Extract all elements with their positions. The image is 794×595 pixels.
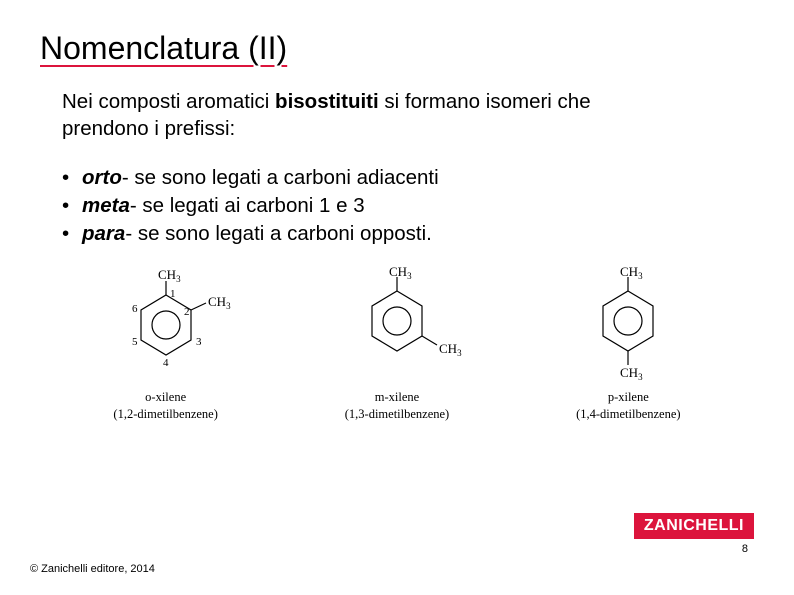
molecule-iupac: (1,4-dimetilbenzene) <box>576 407 680 421</box>
svg-text:2: 2 <box>184 306 190 318</box>
bullet-rest: - se sono legati a carboni adiacenti <box>122 166 439 189</box>
svg-text:6: 6 <box>132 303 138 315</box>
bullet-list: orto- se sono legati a carboni adiacenti… <box>62 164 754 247</box>
molecule-ortho: CH3 CH3 1 2 3 4 5 6 o-xilene (1,2-dimeti… <box>96 265 236 422</box>
page-number: 8 <box>742 543 748 555</box>
page-title: Nomenclatura (II) <box>40 30 754 67</box>
svg-text:3: 3 <box>196 336 202 348</box>
molecule-name: p-xilene <box>608 390 649 404</box>
para-structure-icon: CH3 CH3 <box>558 265 698 385</box>
svg-text:CH3: CH3 <box>620 265 643 281</box>
intro-pre: Nei composti aromatici <box>62 90 275 113</box>
bullet-prefix: meta <box>82 194 130 217</box>
svg-text:4: 4 <box>163 357 169 369</box>
intro-text: Nei composti aromatici bisostituiti si f… <box>62 89 622 142</box>
bullet-item: para- se sono legati a carboni opposti. <box>62 220 754 248</box>
svg-text:CH3: CH3 <box>620 365 643 382</box>
intro-bold: bisostituiti <box>275 90 379 113</box>
copyright-text: © Zanichelli editore, 2014 <box>30 563 155 575</box>
meta-structure-icon: CH3 CH3 <box>327 265 467 385</box>
molecule-label: p-xilene (1,4-dimetilbenzene) <box>576 389 680 422</box>
publisher-logo: ZANICHELLI <box>634 513 754 539</box>
bullet-rest: - se legati ai carboni 1 e 3 <box>130 194 365 217</box>
bullet-prefix: orto <box>82 166 122 189</box>
diagram-row: CH3 CH3 1 2 3 4 5 6 o-xilene (1,2-dimeti… <box>40 265 754 422</box>
molecule-iupac: (1,2-dimetilbenzene) <box>113 407 217 421</box>
bullet-prefix: para <box>82 222 125 245</box>
molecule-iupac: (1,3-dimetilbenzene) <box>345 407 449 421</box>
slide: Nomenclatura (II) Nei composti aromatici… <box>0 0 794 595</box>
svg-text:CH3: CH3 <box>389 265 412 281</box>
molecule-label: o-xilene (1,2-dimetilbenzene) <box>113 389 217 422</box>
svg-text:CH3: CH3 <box>439 341 462 358</box>
molecule-meta: CH3 CH3 m-xilene (1,3-dimetilbenzene) <box>327 265 467 422</box>
ortho-structure-icon: CH3 CH3 1 2 3 4 5 6 <box>96 265 236 385</box>
bullet-item: meta- se legati ai carboni 1 e 3 <box>62 192 754 220</box>
molecule-name: m-xilene <box>375 390 419 404</box>
bullet-item: orto- se sono legati a carboni adiacenti <box>62 164 754 192</box>
bullet-rest: - se sono legati a carboni opposti. <box>125 222 432 245</box>
svg-text:1: 1 <box>170 288 176 300</box>
molecule-label: m-xilene (1,3-dimetilbenzene) <box>345 389 449 422</box>
molecule-name: o-xilene <box>145 390 186 404</box>
molecule-para: CH3 CH3 p-xilene (1,4-dimetilbenzene) <box>558 265 698 422</box>
svg-text:5: 5 <box>132 336 138 348</box>
svg-text:CH3: CH3 <box>208 294 231 311</box>
svg-text:CH3: CH3 <box>158 267 181 284</box>
